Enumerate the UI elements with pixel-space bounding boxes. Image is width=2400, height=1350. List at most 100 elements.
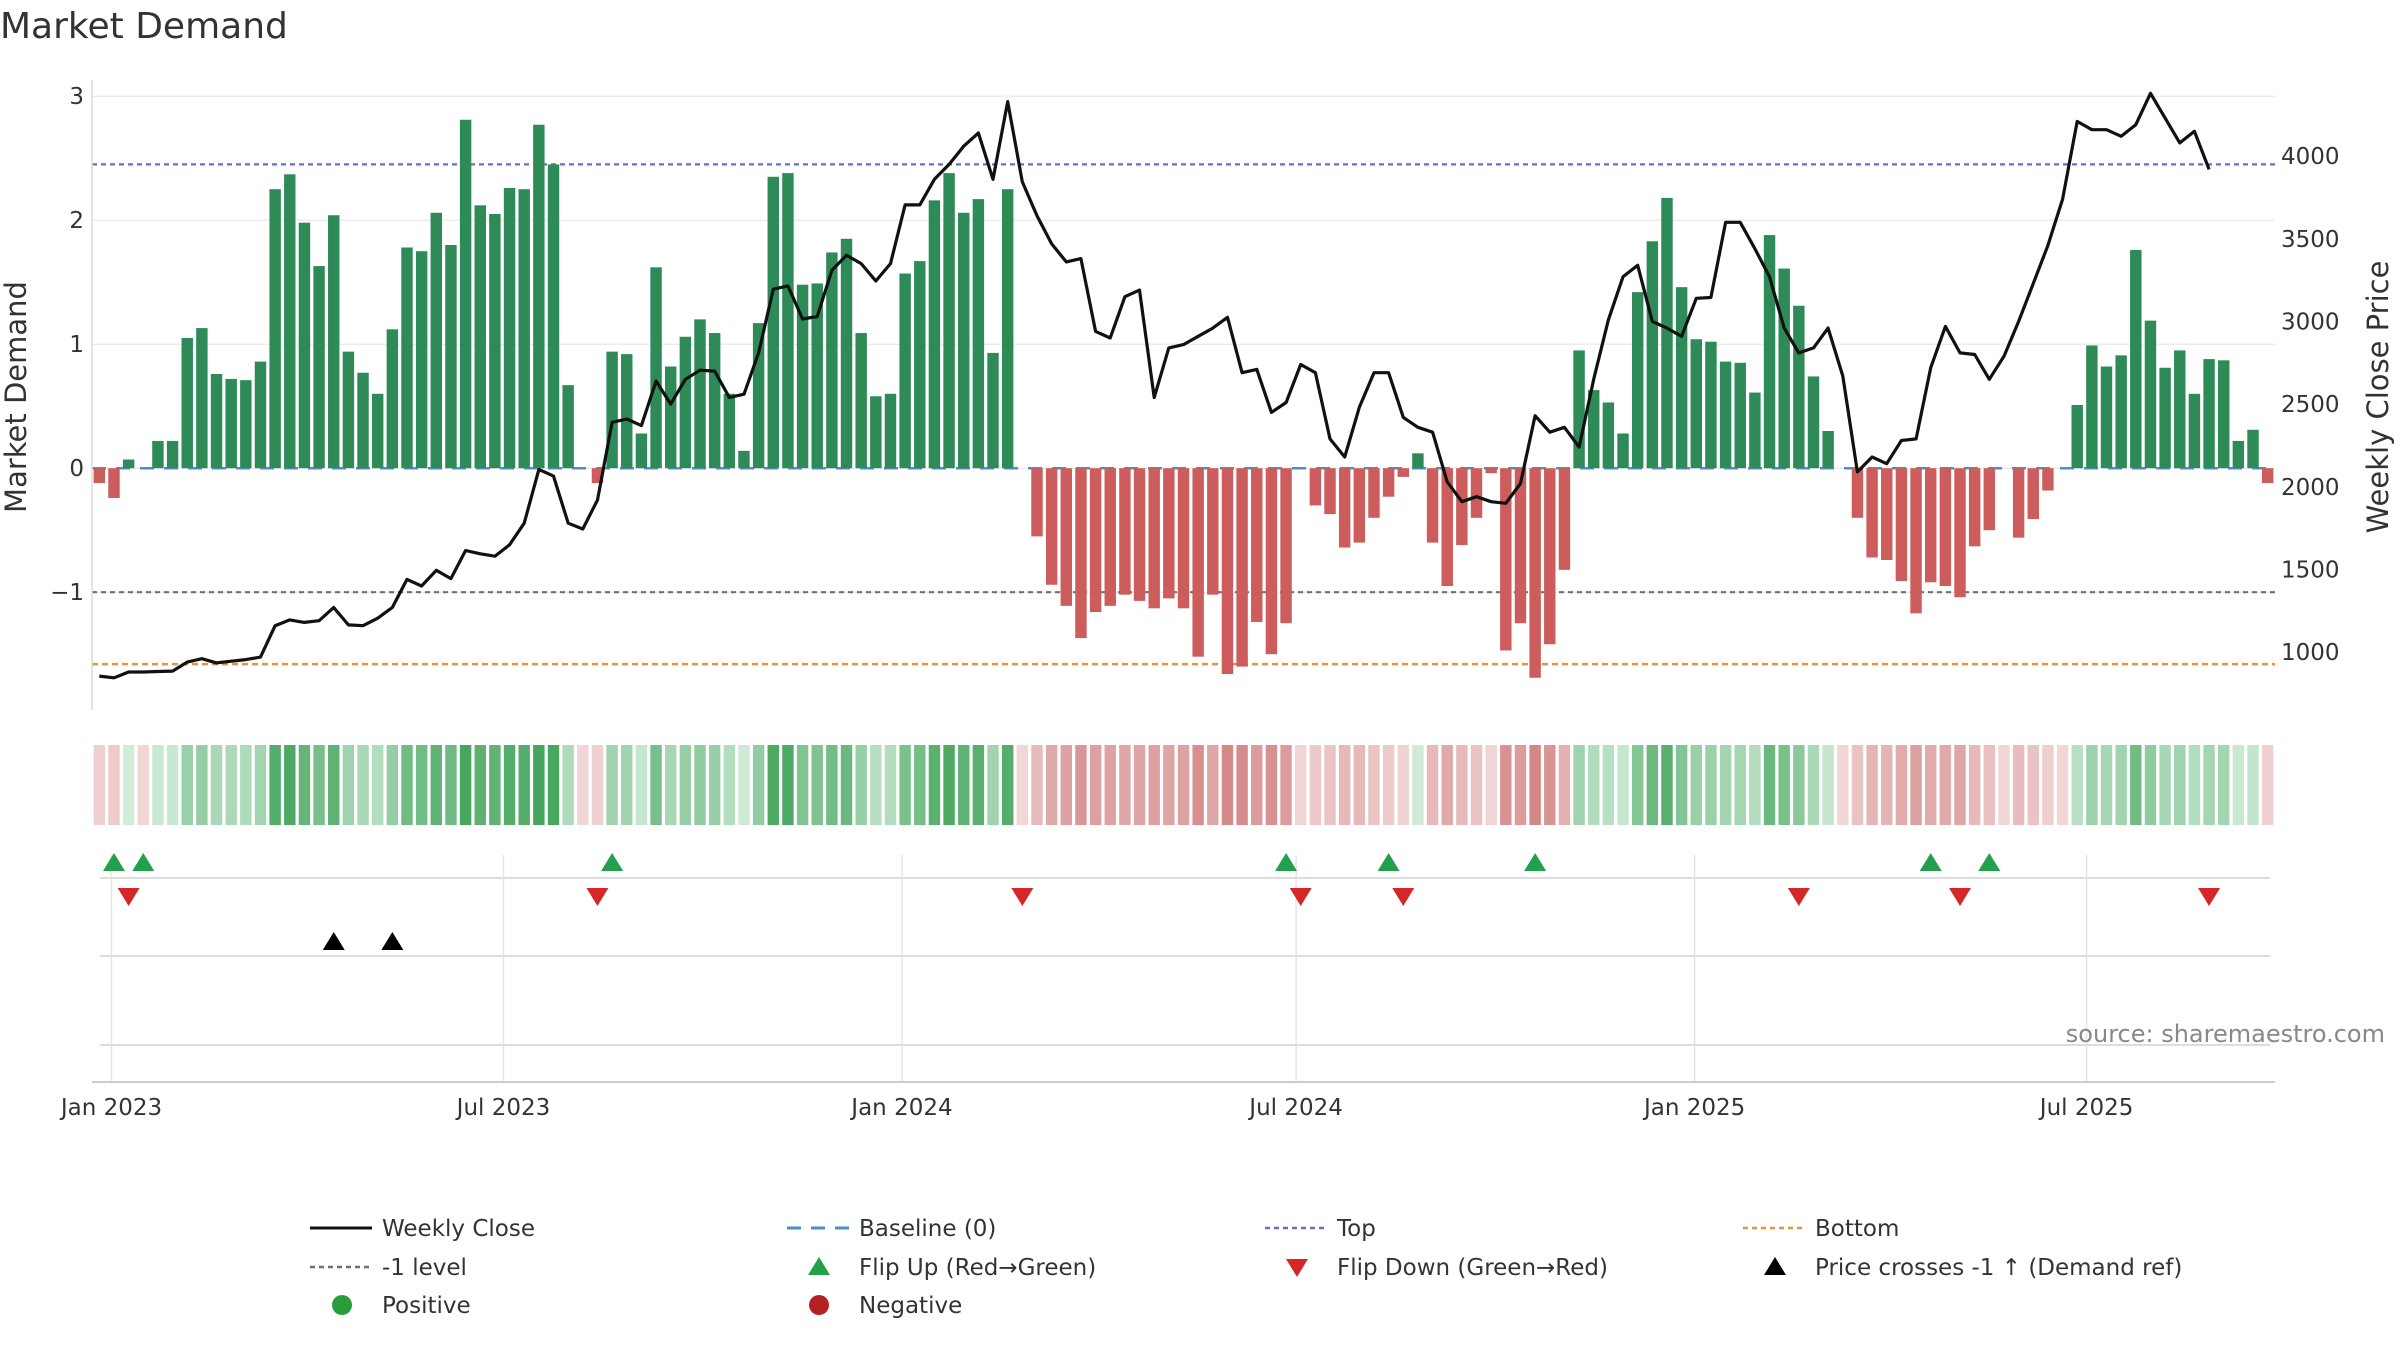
heat-cell bbox=[1353, 745, 1366, 825]
heat-cell bbox=[1544, 745, 1556, 825]
legend-swatch bbox=[808, 1257, 830, 1275]
heat-cell bbox=[1822, 745, 1834, 825]
demand-bar bbox=[2232, 440, 2245, 469]
demand-bar bbox=[386, 329, 399, 469]
flip-up-marker bbox=[1275, 853, 1298, 871]
heat-cell bbox=[884, 745, 897, 825]
demand-bar bbox=[723, 393, 736, 469]
demand-bar bbox=[1514, 468, 1527, 624]
heat-cell bbox=[2115, 745, 2127, 825]
flip-up-marker bbox=[132, 853, 155, 871]
heat-cell bbox=[1529, 745, 1541, 825]
demand-bar bbox=[679, 336, 692, 469]
demand-bar bbox=[1001, 189, 1014, 469]
demand-bar bbox=[328, 215, 340, 469]
legend-swatch bbox=[1286, 1259, 1308, 1277]
heat-cell bbox=[1646, 745, 1659, 825]
heat-cell bbox=[943, 745, 955, 825]
demand-bar bbox=[782, 173, 794, 469]
legend-item: Flip Up (Red→Green) bbox=[808, 1255, 1096, 1281]
heat-cell bbox=[1983, 745, 1996, 825]
heat-cell bbox=[196, 745, 208, 825]
heat-cell bbox=[650, 745, 662, 825]
heat-cell bbox=[591, 745, 604, 825]
demand-bar bbox=[1866, 468, 1878, 558]
price-cross-marker bbox=[322, 932, 345, 950]
heat-cell bbox=[635, 745, 648, 825]
heat-cell bbox=[1749, 745, 1761, 825]
heat-cell bbox=[1968, 745, 1981, 825]
demand-bar bbox=[1631, 292, 1644, 469]
heat-cell bbox=[1485, 745, 1497, 825]
demand-bar bbox=[1148, 468, 1160, 609]
heat-cell bbox=[767, 745, 779, 825]
legend-item: Positive bbox=[332, 1293, 471, 1319]
demand-bar bbox=[1441, 468, 1453, 586]
demand-bar bbox=[108, 468, 120, 498]
demand-bar bbox=[855, 333, 867, 469]
heat-cell bbox=[679, 745, 692, 825]
demand-bar bbox=[210, 373, 223, 469]
demand-bar bbox=[2115, 355, 2127, 469]
demand-bar bbox=[1617, 433, 1629, 469]
demand-bar bbox=[562, 385, 574, 469]
demand-bar bbox=[1895, 468, 1908, 582]
demand-bar bbox=[635, 433, 648, 469]
heat-cell bbox=[1265, 745, 1278, 825]
demand-bar bbox=[503, 187, 516, 469]
demand-bar bbox=[2218, 360, 2230, 469]
heat-cell bbox=[1280, 745, 1292, 825]
demand-bar bbox=[752, 323, 765, 469]
heat-cell bbox=[445, 745, 457, 825]
heat-cell bbox=[1719, 745, 1732, 825]
heat-cell bbox=[2027, 745, 2039, 825]
heat-cell bbox=[240, 745, 252, 825]
heat-cell bbox=[2203, 745, 2215, 825]
heat-cell bbox=[2130, 745, 2142, 825]
demand-bar bbox=[987, 352, 999, 469]
heat-cell bbox=[1866, 745, 1878, 825]
demand-bar bbox=[2012, 468, 2025, 538]
demand-bar bbox=[899, 273, 911, 469]
demand-bar bbox=[1368, 468, 1380, 518]
heat-cell bbox=[1001, 745, 1014, 825]
heat-cell bbox=[1954, 745, 1966, 825]
heat-cell bbox=[562, 745, 574, 825]
heat-cell bbox=[430, 745, 443, 825]
demand-bar bbox=[1236, 468, 1248, 667]
demand-bar bbox=[1924, 468, 1937, 583]
flip-down-marker bbox=[2198, 888, 2221, 906]
demand-bar bbox=[1192, 468, 1204, 657]
heat-cell bbox=[899, 745, 911, 825]
demand-bar bbox=[342, 351, 355, 469]
heat-cell bbox=[298, 745, 311, 825]
legend-item: Price crosses -1 ↑ (Demand ref) bbox=[1764, 1255, 2182, 1281]
demand-bar bbox=[269, 189, 281, 469]
heat-cell bbox=[621, 745, 633, 825]
demand-bar bbox=[1675, 287, 1688, 469]
demand-bar bbox=[665, 366, 677, 469]
heat-cell bbox=[2144, 745, 2157, 825]
demand-bar bbox=[1060, 468, 1073, 606]
heat-cell bbox=[2100, 745, 2113, 825]
demand-bar bbox=[313, 266, 325, 469]
demand-bar bbox=[2188, 393, 2201, 469]
demand-bar bbox=[2042, 468, 2054, 491]
flip-up-marker bbox=[102, 853, 125, 871]
demand-bar bbox=[1939, 468, 1952, 586]
heat-cell bbox=[1661, 745, 1673, 825]
demand-bar bbox=[1910, 468, 1922, 614]
heat-cell bbox=[1324, 745, 1336, 825]
demand-bar bbox=[430, 212, 443, 469]
demand-bar bbox=[474, 205, 486, 469]
heat-cell bbox=[1910, 745, 1922, 825]
heat-cell bbox=[1924, 745, 1937, 825]
heat-cell bbox=[1089, 745, 1102, 825]
heat-cell bbox=[840, 745, 853, 825]
demand-bar bbox=[1426, 468, 1439, 543]
heat-cell bbox=[958, 745, 970, 825]
demand-bar bbox=[943, 173, 955, 469]
demand-bar bbox=[371, 393, 384, 469]
heat-cell bbox=[1851, 745, 1864, 825]
heat-cell bbox=[152, 745, 164, 825]
